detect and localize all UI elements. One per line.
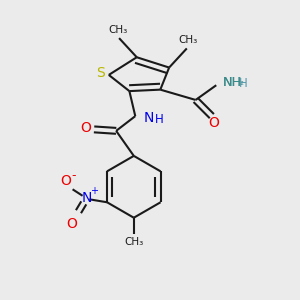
Text: O: O (60, 174, 71, 188)
Text: N: N (143, 111, 154, 124)
Text: H: H (155, 113, 164, 126)
Text: H: H (239, 77, 248, 90)
Text: N: N (81, 191, 92, 205)
Text: O: O (66, 217, 77, 231)
Text: ₂: ₂ (240, 77, 244, 87)
Text: NH: NH (223, 76, 242, 89)
Text: S: S (96, 66, 105, 80)
Text: +: + (90, 186, 98, 196)
Text: NH: NH (223, 76, 242, 89)
Text: CH₃: CH₃ (179, 35, 198, 45)
Text: O: O (208, 116, 219, 130)
Text: -: - (71, 169, 75, 182)
Text: CH₃: CH₃ (108, 25, 127, 35)
Text: CH₃: CH₃ (124, 237, 143, 247)
Text: O: O (80, 121, 91, 135)
